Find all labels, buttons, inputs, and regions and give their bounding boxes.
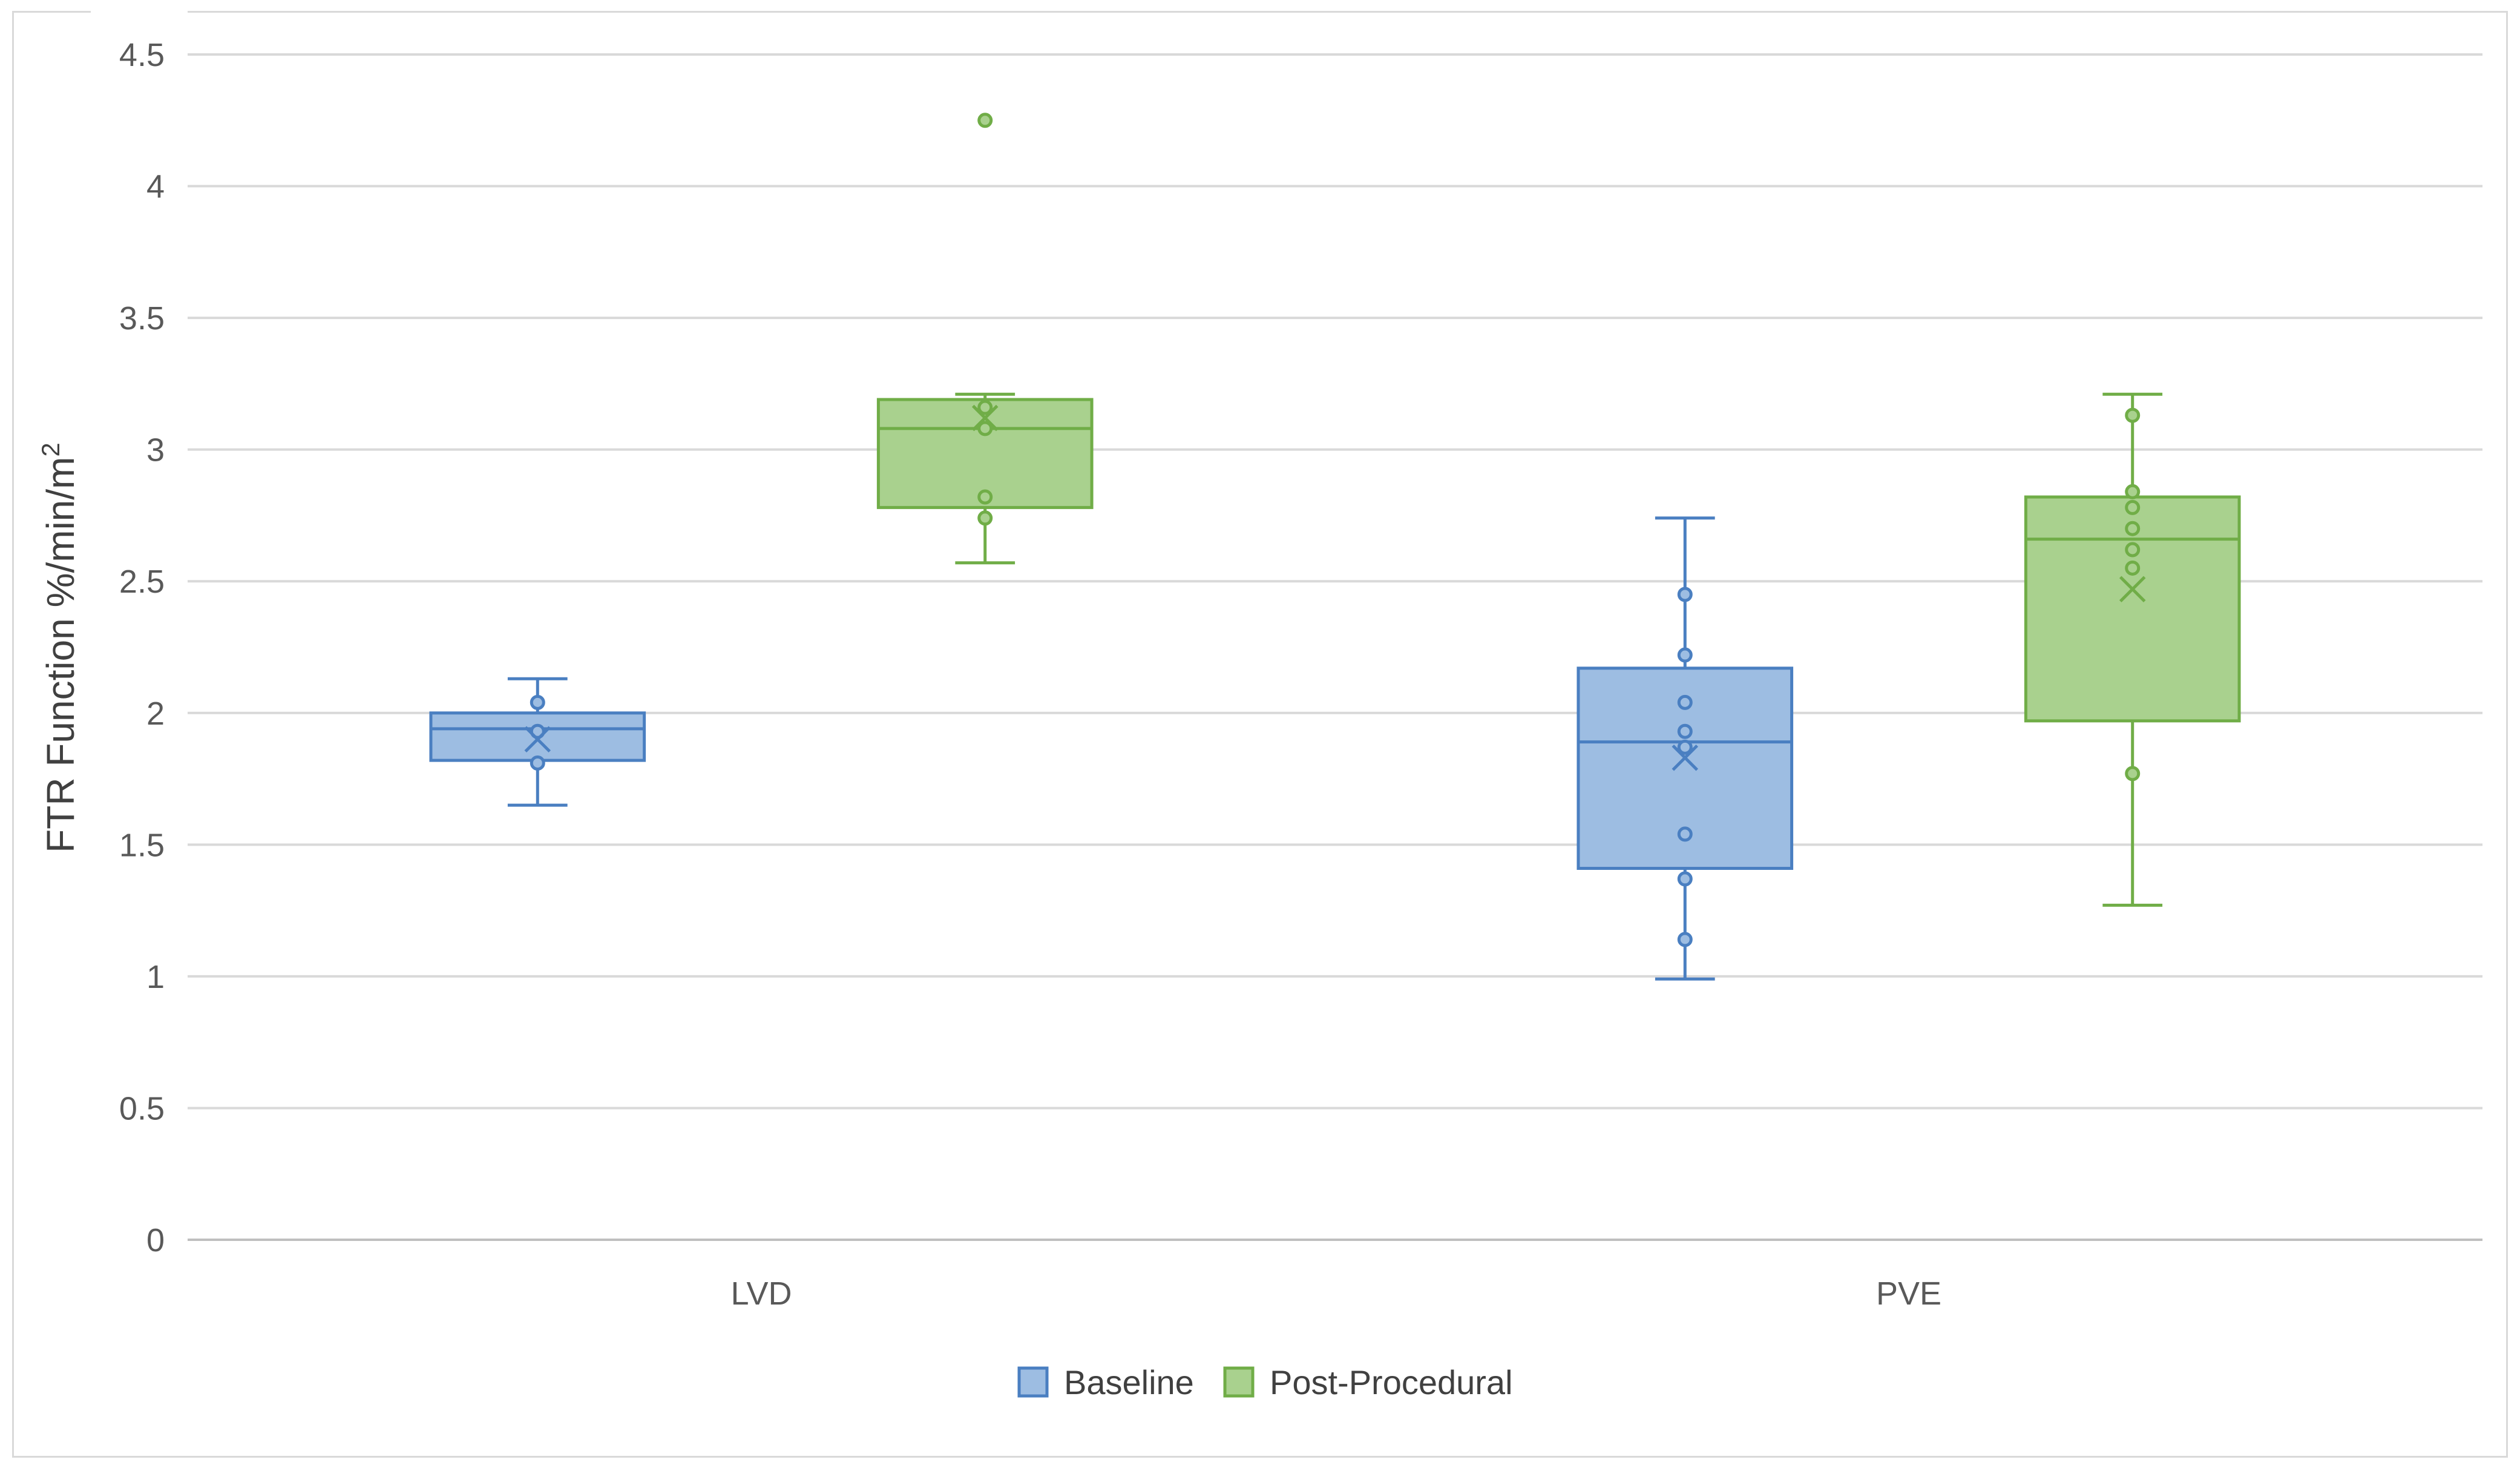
data-point xyxy=(530,694,545,710)
y-axis-ticks: 0 0.5 1 1.5 2 2.5 3 3.5 4 4.5 xyxy=(119,37,165,1259)
data-point xyxy=(977,489,993,505)
y-axis-title: FTR Function %/min/m2 xyxy=(36,443,82,853)
mean-marker-stroke xyxy=(2119,576,2146,603)
y-tick-label: 1.5 xyxy=(119,827,165,863)
mean-marker xyxy=(524,726,551,753)
mean-marker-stroke xyxy=(971,404,999,432)
legend-item-baseline: Baseline xyxy=(1017,1363,1194,1401)
box-pve xyxy=(1577,516,1794,981)
y-axis-title-superscript: 2 xyxy=(36,443,65,456)
mean-marker xyxy=(2119,576,2146,603)
x-axis-ticks: LVD PVE xyxy=(730,1275,1941,1312)
mean-marker-stroke xyxy=(524,726,551,753)
legend: Baseline Post-Procedural xyxy=(1017,1363,1513,1401)
data-point xyxy=(2125,766,2141,782)
mean-marker-stroke xyxy=(1672,744,1699,771)
data-point xyxy=(1677,739,1693,755)
y-tick-label: 3 xyxy=(146,432,165,469)
y-tick-label: 2 xyxy=(146,696,165,732)
data-point xyxy=(1677,932,1693,947)
y-tick-label: 0 xyxy=(146,1222,165,1259)
data-point xyxy=(2125,484,2141,499)
chart-frame xyxy=(12,11,2508,1458)
data-point xyxy=(977,510,993,526)
box-pve xyxy=(2024,392,2241,907)
legend-item-post-procedural: Post-Procedural xyxy=(1223,1363,1513,1401)
y-tick-label: 4 xyxy=(146,169,165,205)
series-post-procedural xyxy=(876,113,2241,907)
data-point xyxy=(1677,826,1693,842)
y-tick-label: 3.5 xyxy=(119,300,165,337)
data-point xyxy=(1677,723,1693,739)
legend-label: Baseline xyxy=(1064,1363,1194,1401)
data-point xyxy=(1677,871,1693,887)
data-point xyxy=(2125,521,2141,536)
data-point xyxy=(2125,407,2141,423)
frame-gap xyxy=(91,0,188,13)
legend-label: Post-Procedural xyxy=(1270,1363,1513,1401)
legend-swatch xyxy=(1223,1366,1255,1398)
data-point xyxy=(2125,560,2141,576)
data-point xyxy=(1677,587,1693,602)
mean-marker xyxy=(1672,744,1699,771)
box-lvd xyxy=(876,113,1094,565)
x-tick-label: LVD xyxy=(730,1275,792,1312)
series-baseline xyxy=(429,516,1794,981)
x-tick-label: PVE xyxy=(1876,1275,1941,1312)
data-point xyxy=(1677,647,1693,663)
data-point xyxy=(2125,499,2141,515)
y-axis-title-text: FTR Function %/min/m xyxy=(39,457,82,853)
legend-swatch xyxy=(1017,1366,1049,1398)
data-point xyxy=(977,421,993,436)
data-point xyxy=(530,755,545,771)
data-point xyxy=(1677,694,1693,710)
y-tick-label: 4.5 xyxy=(119,37,165,73)
box-lvd xyxy=(429,677,646,807)
data-point xyxy=(2125,542,2141,558)
mean-marker xyxy=(971,404,999,432)
box-series xyxy=(429,113,2241,981)
y-tick-label: 0.5 xyxy=(119,1090,165,1127)
y-tick-label: 2.5 xyxy=(119,564,165,600)
data-point xyxy=(977,113,993,128)
y-tick-label: 1 xyxy=(146,959,165,995)
data-point xyxy=(977,400,993,415)
